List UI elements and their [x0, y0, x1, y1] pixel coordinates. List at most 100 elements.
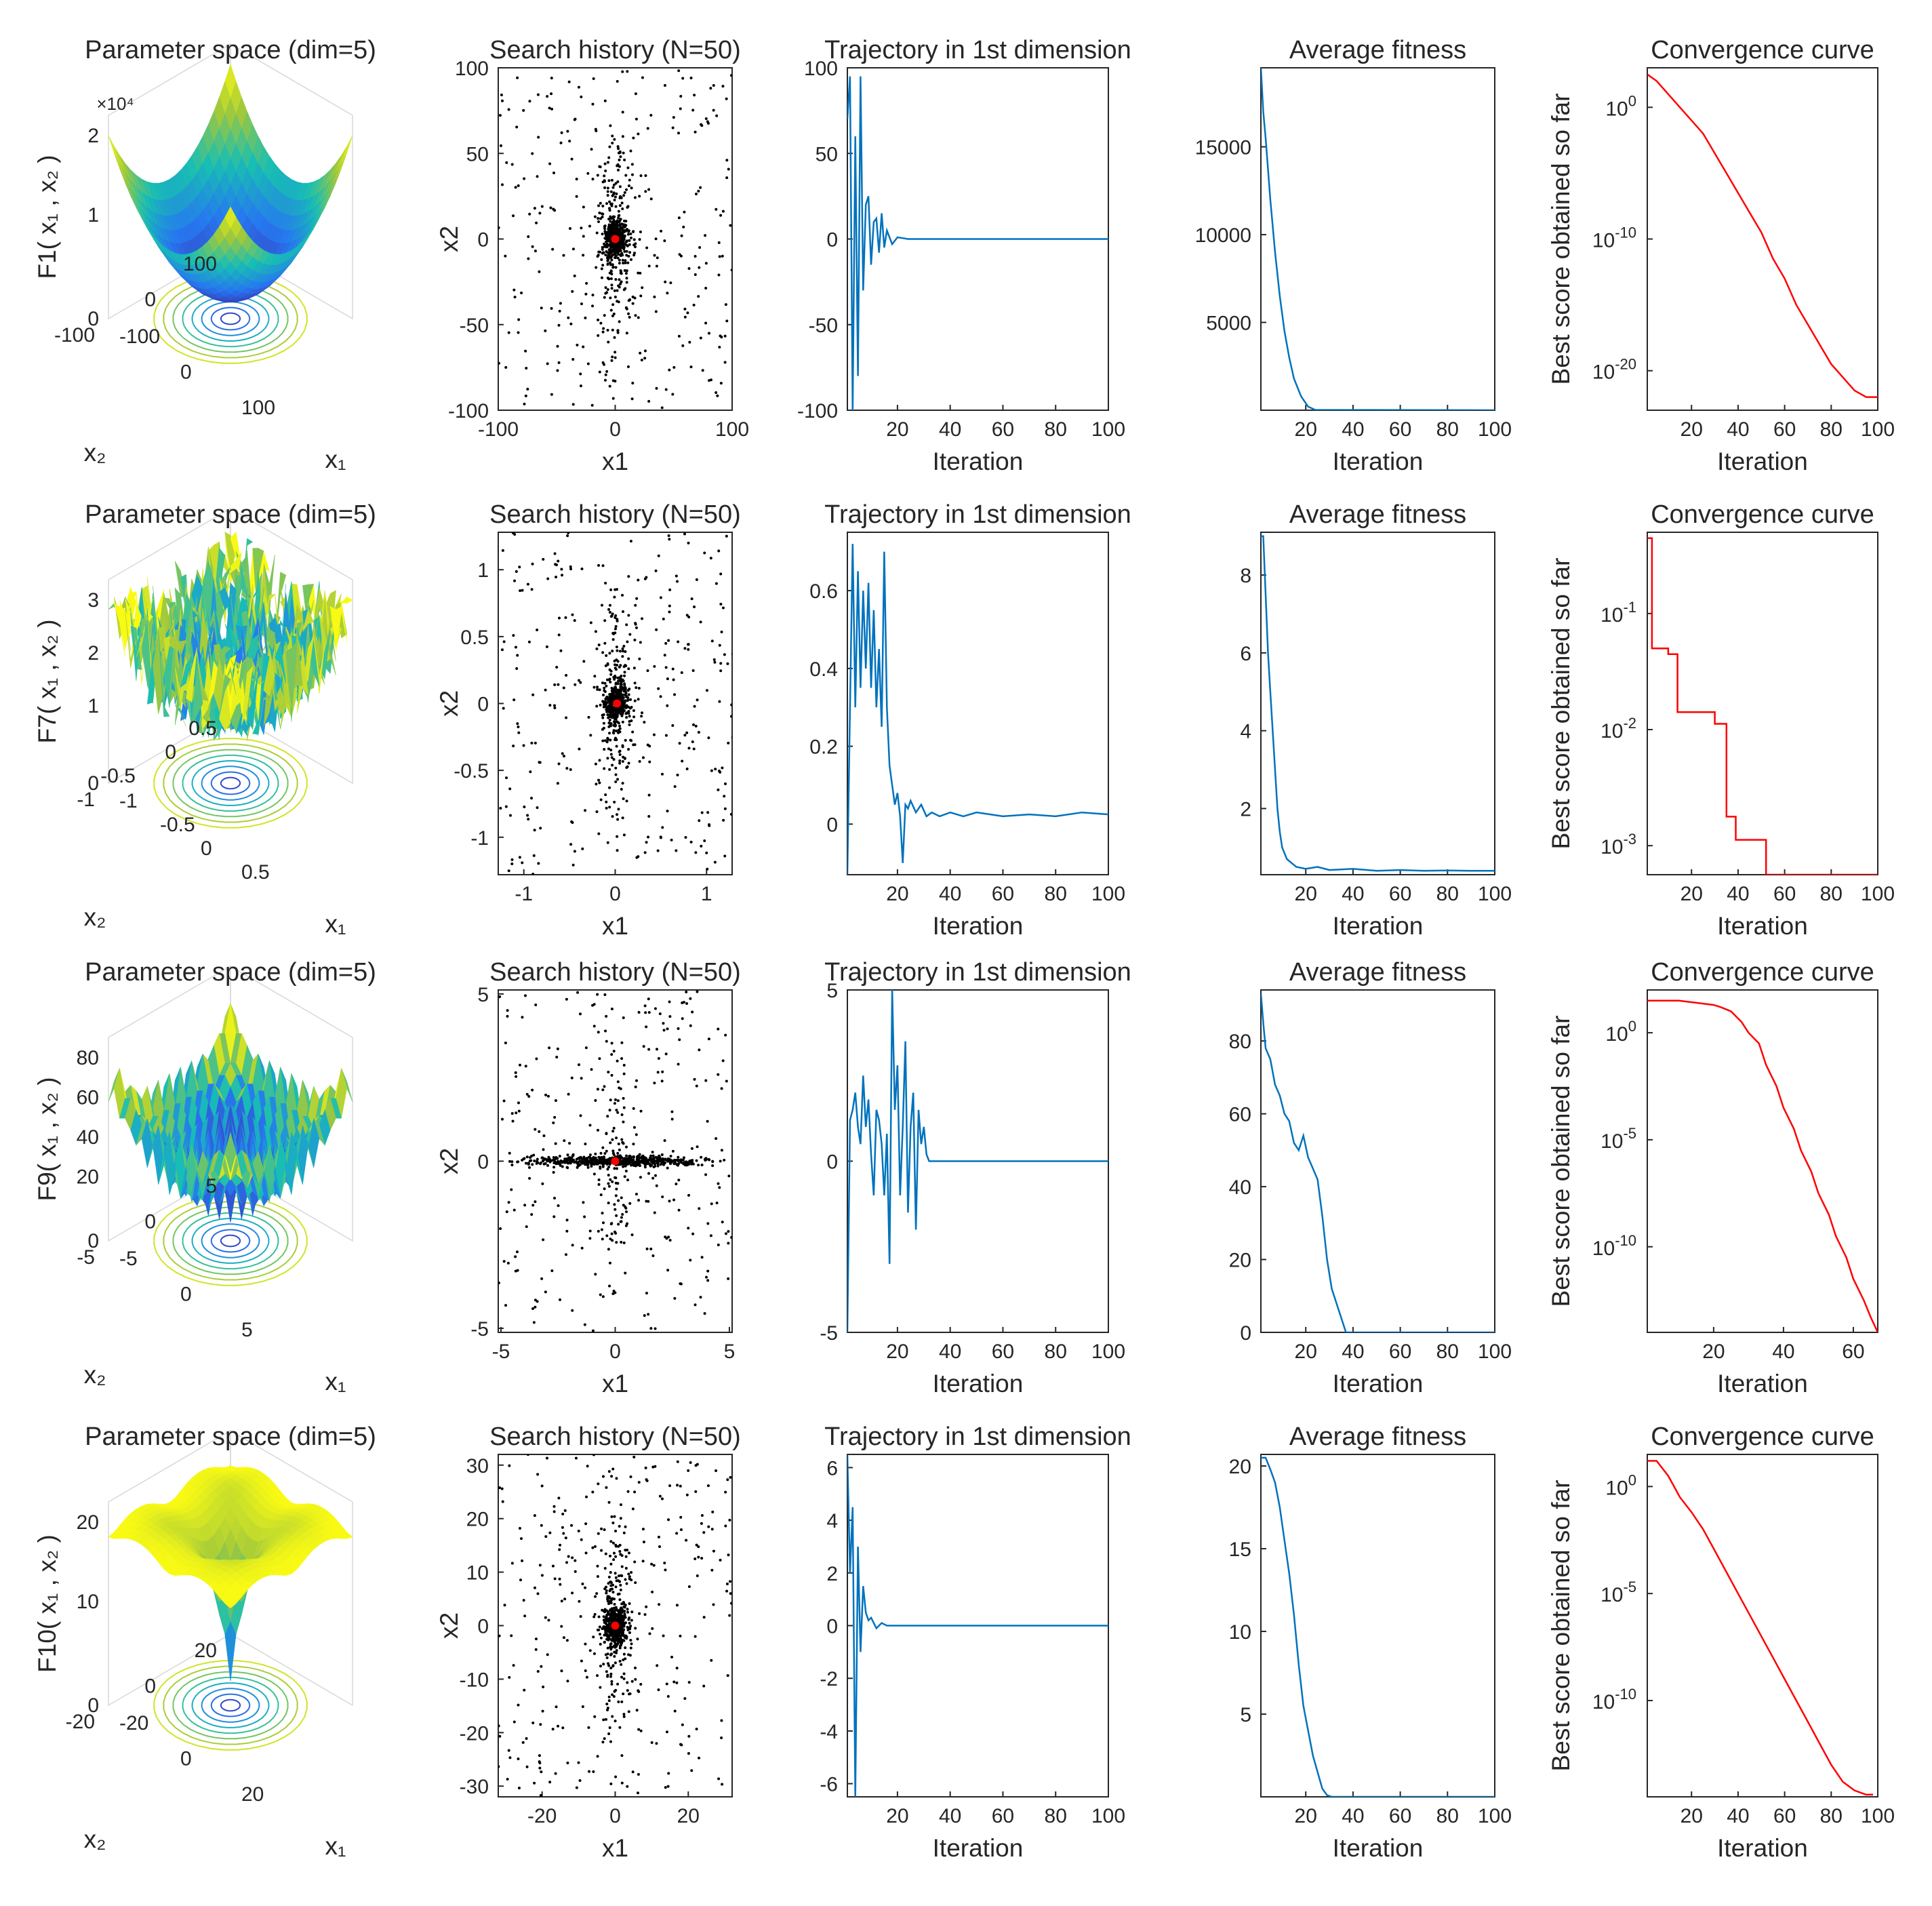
search-point [581, 1247, 584, 1250]
x-tick-label: 60 [1773, 883, 1796, 905]
search-point [620, 250, 622, 252]
search-point [552, 1156, 555, 1159]
search-point [716, 395, 719, 397]
search-point [630, 540, 632, 542]
search-point [617, 217, 620, 220]
search-point [508, 869, 510, 872]
search-point [603, 179, 606, 182]
search-point [622, 745, 624, 748]
search-point [620, 1241, 622, 1244]
search-point [608, 146, 611, 148]
search-point [619, 664, 622, 667]
search-point [668, 1158, 671, 1161]
search-point [694, 255, 697, 258]
search-point [626, 766, 629, 768]
search-point [627, 575, 630, 578]
search-point [710, 1234, 712, 1237]
search-point [619, 753, 622, 756]
search-point [523, 744, 525, 747]
search-point [725, 535, 728, 538]
y-tick-label: 1 [477, 559, 489, 582]
search-point [722, 1059, 725, 1062]
search-point [607, 726, 610, 728]
search-point [621, 1113, 624, 1116]
search-point [615, 1109, 618, 1111]
search-point [603, 225, 606, 228]
search-point [695, 725, 698, 728]
search-point [630, 237, 632, 239]
search-point [635, 118, 638, 121]
search-point [597, 174, 599, 176]
search-point [612, 397, 615, 400]
search-point [608, 1285, 611, 1288]
search-point [709, 87, 712, 90]
search-point [617, 1099, 620, 1102]
y-tick-label: -5 [470, 1318, 489, 1341]
search-point [547, 1156, 550, 1159]
search-point [612, 732, 615, 734]
search-point [615, 1194, 618, 1197]
search-point [564, 616, 567, 619]
search-point [619, 677, 622, 679]
search-point [600, 1193, 603, 1196]
search-point [597, 254, 600, 256]
search-point [626, 277, 628, 279]
x-tick-label: 0 [609, 418, 621, 441]
search-point [585, 1046, 588, 1049]
search-point [540, 306, 543, 309]
search-point [662, 618, 665, 620]
search-point [617, 808, 620, 810]
search-point [608, 787, 611, 789]
search-point [599, 371, 601, 374]
search-point [679, 1282, 681, 1285]
search-point [546, 362, 549, 365]
search-point [644, 1011, 647, 1014]
search-point [599, 759, 601, 761]
search-point [627, 667, 630, 670]
search-point [607, 277, 610, 280]
search-point [599, 322, 602, 325]
search-point [637, 132, 639, 135]
y-axis-label: x2 [435, 1148, 463, 1174]
search-point [622, 135, 624, 138]
search-point [599, 217, 602, 220]
y-tick-label: 0 [1240, 1322, 1251, 1345]
best-position-point [611, 1157, 620, 1166]
search-point [557, 324, 560, 327]
search-point [548, 704, 551, 707]
search-point [598, 1057, 601, 1060]
search-point [527, 583, 529, 586]
search-point [625, 694, 628, 697]
search-point [704, 234, 706, 237]
panel-title: Convergence curve [1651, 958, 1874, 987]
search-point [621, 694, 624, 697]
search-point [672, 668, 675, 671]
search-point [610, 309, 613, 312]
search-point [612, 633, 615, 635]
x-axis-label: Iteration [1333, 448, 1424, 475]
search-point [610, 258, 613, 261]
search-point [637, 316, 640, 319]
search-point [731, 269, 733, 271]
search-point [595, 130, 597, 132]
search-point [627, 255, 630, 258]
search-point [607, 288, 609, 291]
search-point [559, 650, 562, 652]
search-point [635, 597, 638, 600]
search-point [698, 1207, 700, 1210]
search-point [689, 1259, 691, 1262]
search-point [677, 641, 679, 643]
panel-title: Parameter space (dim=5) [85, 500, 376, 529]
search-point [531, 588, 534, 591]
y-tick-base: 10 [1601, 604, 1623, 627]
contour-line [212, 1230, 249, 1252]
search-point [604, 698, 607, 700]
search-point [596, 993, 599, 996]
search-point [671, 393, 674, 395]
search-point [536, 1300, 539, 1303]
search-point [571, 1077, 573, 1079]
